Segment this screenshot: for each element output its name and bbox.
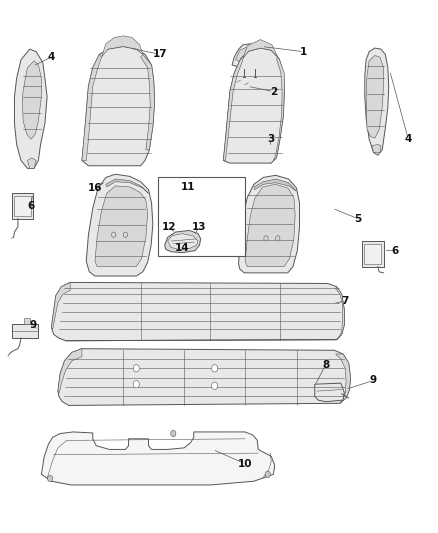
Polygon shape [165,230,201,253]
Circle shape [171,430,176,437]
Polygon shape [242,81,251,90]
Text: 16: 16 [88,183,102,193]
Text: 10: 10 [238,459,252,469]
Polygon shape [24,318,30,324]
Text: 9: 9 [29,320,36,330]
Text: 7: 7 [342,296,349,306]
Polygon shape [315,383,344,402]
Polygon shape [336,354,350,403]
Polygon shape [58,349,82,393]
Circle shape [112,232,116,237]
Text: 4: 4 [405,134,412,144]
Circle shape [265,471,270,478]
Polygon shape [365,48,389,155]
Polygon shape [234,78,243,87]
Circle shape [133,365,139,372]
Polygon shape [236,46,261,64]
Text: 3: 3 [268,134,275,144]
Polygon shape [168,233,198,249]
Circle shape [276,236,280,241]
Text: 2: 2 [270,86,277,96]
Polygon shape [364,244,381,264]
Polygon shape [273,59,284,160]
Text: 13: 13 [192,222,207,232]
Polygon shape [82,54,102,160]
Polygon shape [14,49,47,168]
Polygon shape [28,158,36,168]
Polygon shape [372,144,381,152]
Polygon shape [22,61,42,139]
Polygon shape [232,44,262,69]
Text: 17: 17 [153,50,168,59]
Text: 4: 4 [48,52,55,62]
Polygon shape [58,349,350,406]
Text: 9: 9 [370,375,377,385]
Polygon shape [82,46,155,166]
Polygon shape [245,184,295,266]
Circle shape [264,236,268,241]
Text: 6: 6 [392,246,399,256]
Polygon shape [51,282,344,341]
Polygon shape [366,55,384,138]
Text: 5: 5 [355,214,362,224]
Circle shape [123,232,127,237]
Circle shape [47,475,53,482]
Polygon shape [239,175,300,273]
Polygon shape [223,48,284,163]
Polygon shape [12,193,33,219]
Polygon shape [223,59,243,160]
Text: 6: 6 [27,200,35,211]
Polygon shape [102,36,143,57]
Polygon shape [86,174,153,276]
Text: 8: 8 [322,360,329,369]
Polygon shape [95,186,148,266]
Polygon shape [254,179,297,191]
Text: 14: 14 [175,243,189,253]
Bar [158,177,245,256]
Polygon shape [141,54,155,150]
Polygon shape [12,324,39,338]
Polygon shape [14,196,31,216]
Circle shape [212,382,218,390]
Text: 12: 12 [162,222,176,232]
Circle shape [133,381,139,388]
Polygon shape [336,287,344,340]
Circle shape [212,365,218,372]
Polygon shape [362,241,384,266]
Text: 11: 11 [181,182,196,192]
Polygon shape [42,432,275,485]
Polygon shape [106,179,148,193]
Polygon shape [51,282,70,329]
Text: 1: 1 [300,47,307,56]
Polygon shape [243,39,278,59]
